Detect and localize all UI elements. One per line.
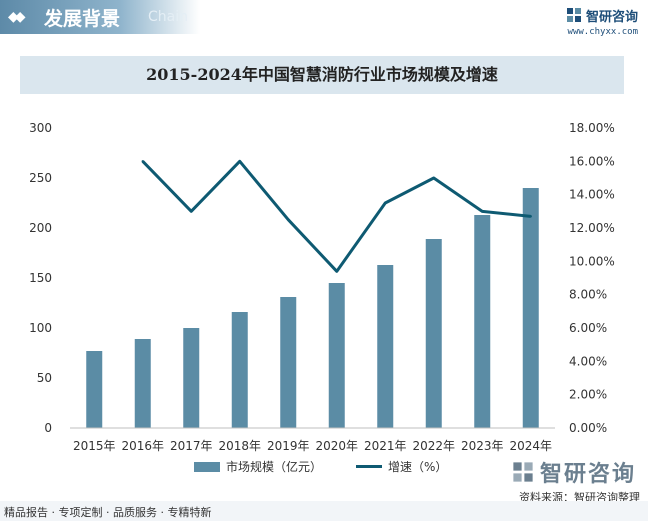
section-title: 发展背景: [44, 8, 121, 30]
legend-swatch-line: [356, 465, 382, 468]
x-tick-label: 2022年: [412, 439, 455, 453]
diamond-icon: ◆◆: [8, 9, 25, 25]
right-axis: 0.00% 2.00% 4.00% 6.00% 8.00% 10.00% 12.00% 14.…: [569, 121, 615, 435]
bar: [474, 215, 491, 428]
footer: 精品报告 · 专项定制 · 品质服务 · 专精特新: [0, 501, 648, 521]
bar: [280, 297, 297, 428]
line-point: [335, 270, 338, 273]
right-tick-label: 0.00%: [569, 421, 607, 435]
brand-footer-text: 智研咨询: [539, 462, 636, 487]
x-tick-label: 2023年: [461, 439, 504, 453]
brand-logo: 智研咨询: [566, 4, 638, 26]
x-tick-label: 2024年: [509, 439, 552, 453]
line-point: [481, 210, 484, 213]
legend-label-line: 增速（%）: [388, 460, 448, 474]
left-tick-label: 100: [29, 321, 52, 335]
bar: [328, 283, 345, 428]
line-point: [287, 218, 290, 221]
right-tick-label: 8.00%: [569, 288, 607, 302]
line-point: [529, 215, 532, 218]
x-tick-label: 2018年: [218, 439, 261, 453]
left-tick-label: 200: [29, 221, 52, 235]
left-tick-label: 0: [44, 421, 52, 435]
x-tick-label: 2019年: [267, 439, 310, 453]
x-tick-label: 2017年: [170, 439, 213, 453]
section-subtitle: Chain: [148, 9, 188, 25]
bar: [377, 265, 394, 428]
line-point: [141, 160, 144, 163]
bar: [231, 312, 248, 428]
line-point: [190, 210, 193, 213]
legend-label-bar: 市场规模（亿元）: [226, 460, 323, 474]
bar: [86, 351, 103, 428]
bar: [522, 188, 539, 428]
footer-tagline: 精品报告 · 专项定制 · 品质服务 · 专精特新: [4, 506, 212, 519]
chart-title: 2015-2024年中国智慧消防行业市场规模及增速: [146, 65, 498, 84]
x-tick-label: 2016年: [121, 439, 164, 453]
logo-url: www.chyxx.com: [567, 27, 638, 37]
brand-footer-icon: [513, 462, 533, 482]
section-header: ◆◆ 发展背景 Chain 智研咨询 www.chyxx.com: [0, 0, 648, 37]
legend: 市场规模（亿元） 增速（%）: [0, 458, 648, 476]
line-point: [432, 176, 435, 180]
x-axis: 2015年 2016年 2017年 2018年 2019年 2020年 2021年 2022年…: [70, 427, 555, 453]
growth-line: [141, 159, 531, 273]
line-point: [384, 201, 387, 205]
legend-item-line: 增速（%）: [356, 458, 447, 475]
right-tick-label: 10.00%: [569, 254, 615, 268]
source-note: 资料来源：智研咨询整理: [519, 491, 640, 504]
bar: [425, 239, 442, 428]
bar: [183, 328, 200, 428]
right-tick-label: 4.00%: [569, 354, 607, 368]
left-tick-label: 300: [29, 121, 52, 135]
right-tick-label: 16.00%: [569, 154, 615, 168]
line-point: [238, 160, 241, 163]
left-tick-label: 50: [37, 371, 52, 385]
x-tick-label: 2020年: [315, 439, 358, 453]
bar-series: [86, 188, 539, 428]
x-tick-label: 2021年: [364, 439, 407, 453]
right-tick-label: 14.00%: [569, 188, 615, 202]
logo-mark-icon: [566, 8, 581, 22]
legend-item-bar: 市场规模（亿元）: [194, 458, 322, 475]
right-tick-label: 12.00%: [569, 221, 615, 235]
right-tick-label: 6.00%: [569, 321, 607, 335]
legend-swatch-bar: [194, 461, 220, 472]
line-series: [141, 159, 532, 273]
bar: [134, 339, 151, 428]
left-tick-label: 150: [29, 271, 52, 285]
left-tick-label: 250: [29, 171, 52, 185]
right-tick-label: 18.00%: [569, 121, 615, 135]
left-axis: 0 50 100 150 200 250 300: [29, 121, 52, 435]
header-banner: [0, 0, 200, 34]
x-tick-label: 2015年: [73, 439, 116, 453]
logo-text: 智研咨询: [585, 9, 638, 25]
chart-title-box: 2015-2024年中国智慧消防行业市场规模及增速: [20, 56, 624, 94]
right-tick-label: 2.00%: [569, 388, 607, 402]
brand-footer-logo: 智研咨询: [512, 456, 636, 488]
